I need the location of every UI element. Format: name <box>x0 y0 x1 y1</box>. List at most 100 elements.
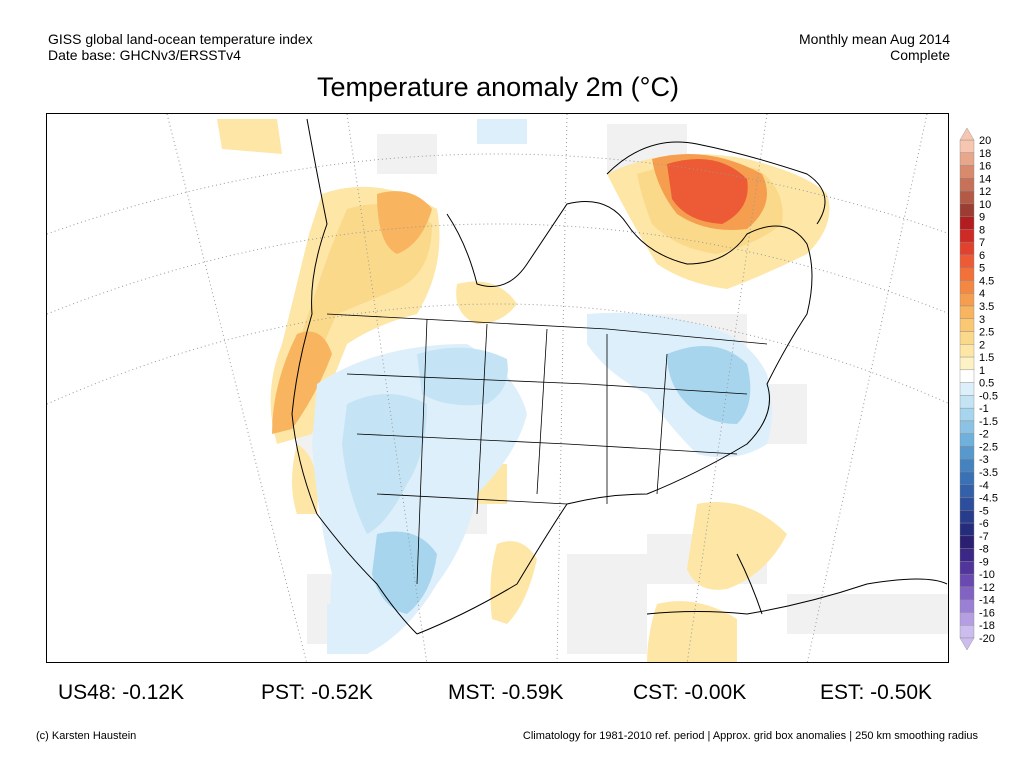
methodology-note: Climatology for 1981-2010 ref. period | … <box>522 730 978 742</box>
great-plains-cool <box>417 347 508 406</box>
map-svg <box>47 114 948 662</box>
legend-box <box>959 382 975 396</box>
legend-label: 5 <box>979 263 985 275</box>
legend-box <box>959 203 975 217</box>
legend-label: 2 <box>979 339 985 351</box>
legend-box <box>959 178 975 192</box>
legend-box <box>959 548 975 562</box>
legend-label: 7 <box>979 237 985 249</box>
legend-label: -2.5 <box>979 441 998 453</box>
legend-box <box>959 280 975 294</box>
legend-box <box>959 369 975 383</box>
legend-box <box>959 522 975 537</box>
caribbean-warm <box>647 601 737 662</box>
legend-label: 4.5 <box>979 275 994 287</box>
legend-label: 20 <box>979 135 991 147</box>
legend-box <box>959 152 975 166</box>
legend-label: 14 <box>979 173 991 185</box>
index-title: GISS global land-ocean temperature index <box>48 31 313 47</box>
legend-label: 2.5 <box>979 327 994 339</box>
legend-label: -18 <box>979 620 995 632</box>
legend-label: 10 <box>979 199 991 211</box>
legend-box <box>959 510 975 524</box>
legend-box <box>959 190 975 205</box>
stat-cst: CST: -0.00K <box>633 681 747 704</box>
period-label: Monthly mean Aug 2014 <box>799 31 950 47</box>
legend-box <box>959 446 975 460</box>
legend-label: -1 <box>979 403 989 415</box>
legend-box <box>959 318 975 332</box>
legend-box <box>959 267 975 281</box>
legend-box <box>959 254 975 268</box>
legend-bottom-arrow <box>959 637 975 651</box>
legend-color-boxes <box>959 128 975 651</box>
database-label: Date base: GHCNv3/ERSSTv4 <box>48 47 241 63</box>
legend-box <box>959 139 975 153</box>
mexico-cool <box>372 531 437 614</box>
legend-box <box>959 459 975 473</box>
legend-box <box>959 305 975 319</box>
completeness-label: Complete <box>890 47 950 63</box>
northeast-cool-inner <box>667 346 751 424</box>
legend-label: 16 <box>979 161 991 173</box>
legend-box <box>959 599 975 613</box>
legend-label: 4 <box>979 288 985 300</box>
legend-label: -2 <box>979 429 989 441</box>
stat-mst: MST: -0.59K <box>448 681 564 704</box>
legend-label: -10 <box>979 569 995 581</box>
arctic-cool <box>477 119 527 144</box>
bc-north-warm <box>217 119 282 154</box>
stat-est: EST: -0.50K <box>820 681 933 704</box>
legend-box <box>959 241 975 256</box>
legend-label: 3 <box>979 314 985 326</box>
legend-label: -8 <box>979 544 989 556</box>
legend-box <box>959 484 975 498</box>
legend-box <box>959 344 975 358</box>
legend-label: 18 <box>979 148 991 160</box>
legend-label: -3 <box>979 454 989 466</box>
legend-label: 8 <box>979 224 985 236</box>
legend-box <box>959 561 975 575</box>
legend-box <box>959 407 975 422</box>
legend-label: 0.5 <box>979 378 994 390</box>
map-title: Temperature anomaly 2m (°C) <box>317 72 679 102</box>
labrador-hotspot <box>667 159 748 224</box>
legend-box <box>959 420 975 434</box>
cool-anomaly-regions <box>312 119 772 654</box>
color-legend: 201816141210987654.543.532.521.510.5-0.5… <box>959 128 998 651</box>
legend-box <box>959 293 975 307</box>
state-borders <box>326 313 768 585</box>
header-right: Monthly mean Aug 2014 Complete <box>799 31 950 63</box>
legend-label: 6 <box>979 250 985 262</box>
coastlines <box>291 118 948 635</box>
legend-box <box>959 216 975 230</box>
legend-box <box>959 331 975 345</box>
legend-label: -7 <box>979 531 989 543</box>
legend-box <box>959 433 975 447</box>
legend-top-arrow <box>959 128 975 141</box>
legend-box <box>959 471 975 485</box>
legend-box <box>959 612 975 626</box>
florida-warm <box>687 502 787 590</box>
legend-label: -3.5 <box>979 467 998 479</box>
legend-box <box>959 395 975 409</box>
legend-box <box>959 625 975 639</box>
pacific-northwest-warm-core <box>287 204 432 414</box>
legend-label: -4 <box>979 480 989 492</box>
bc-warm-patch <box>377 191 432 254</box>
legend-label: 12 <box>979 186 991 198</box>
legend-label: -5 <box>979 505 989 517</box>
anomaly-map <box>46 113 949 663</box>
mexico-south-cool <box>327 604 367 654</box>
legend-label: -12 <box>979 582 995 594</box>
legend-box <box>959 573 975 588</box>
legend-box <box>959 535 975 549</box>
legend-label: -6 <box>979 518 989 530</box>
legend-tick-labels: 201816141210987654.543.532.521.510.5-0.5… <box>979 135 998 645</box>
hudson-bay-warm <box>456 281 517 324</box>
legend-label: -9 <box>979 556 989 568</box>
header-left: GISS global land-ocean temperature index… <box>48 31 313 63</box>
legend-label: -4.5 <box>979 493 998 505</box>
legend-label: -1.5 <box>979 416 998 428</box>
legend-label: -16 <box>979 607 995 619</box>
